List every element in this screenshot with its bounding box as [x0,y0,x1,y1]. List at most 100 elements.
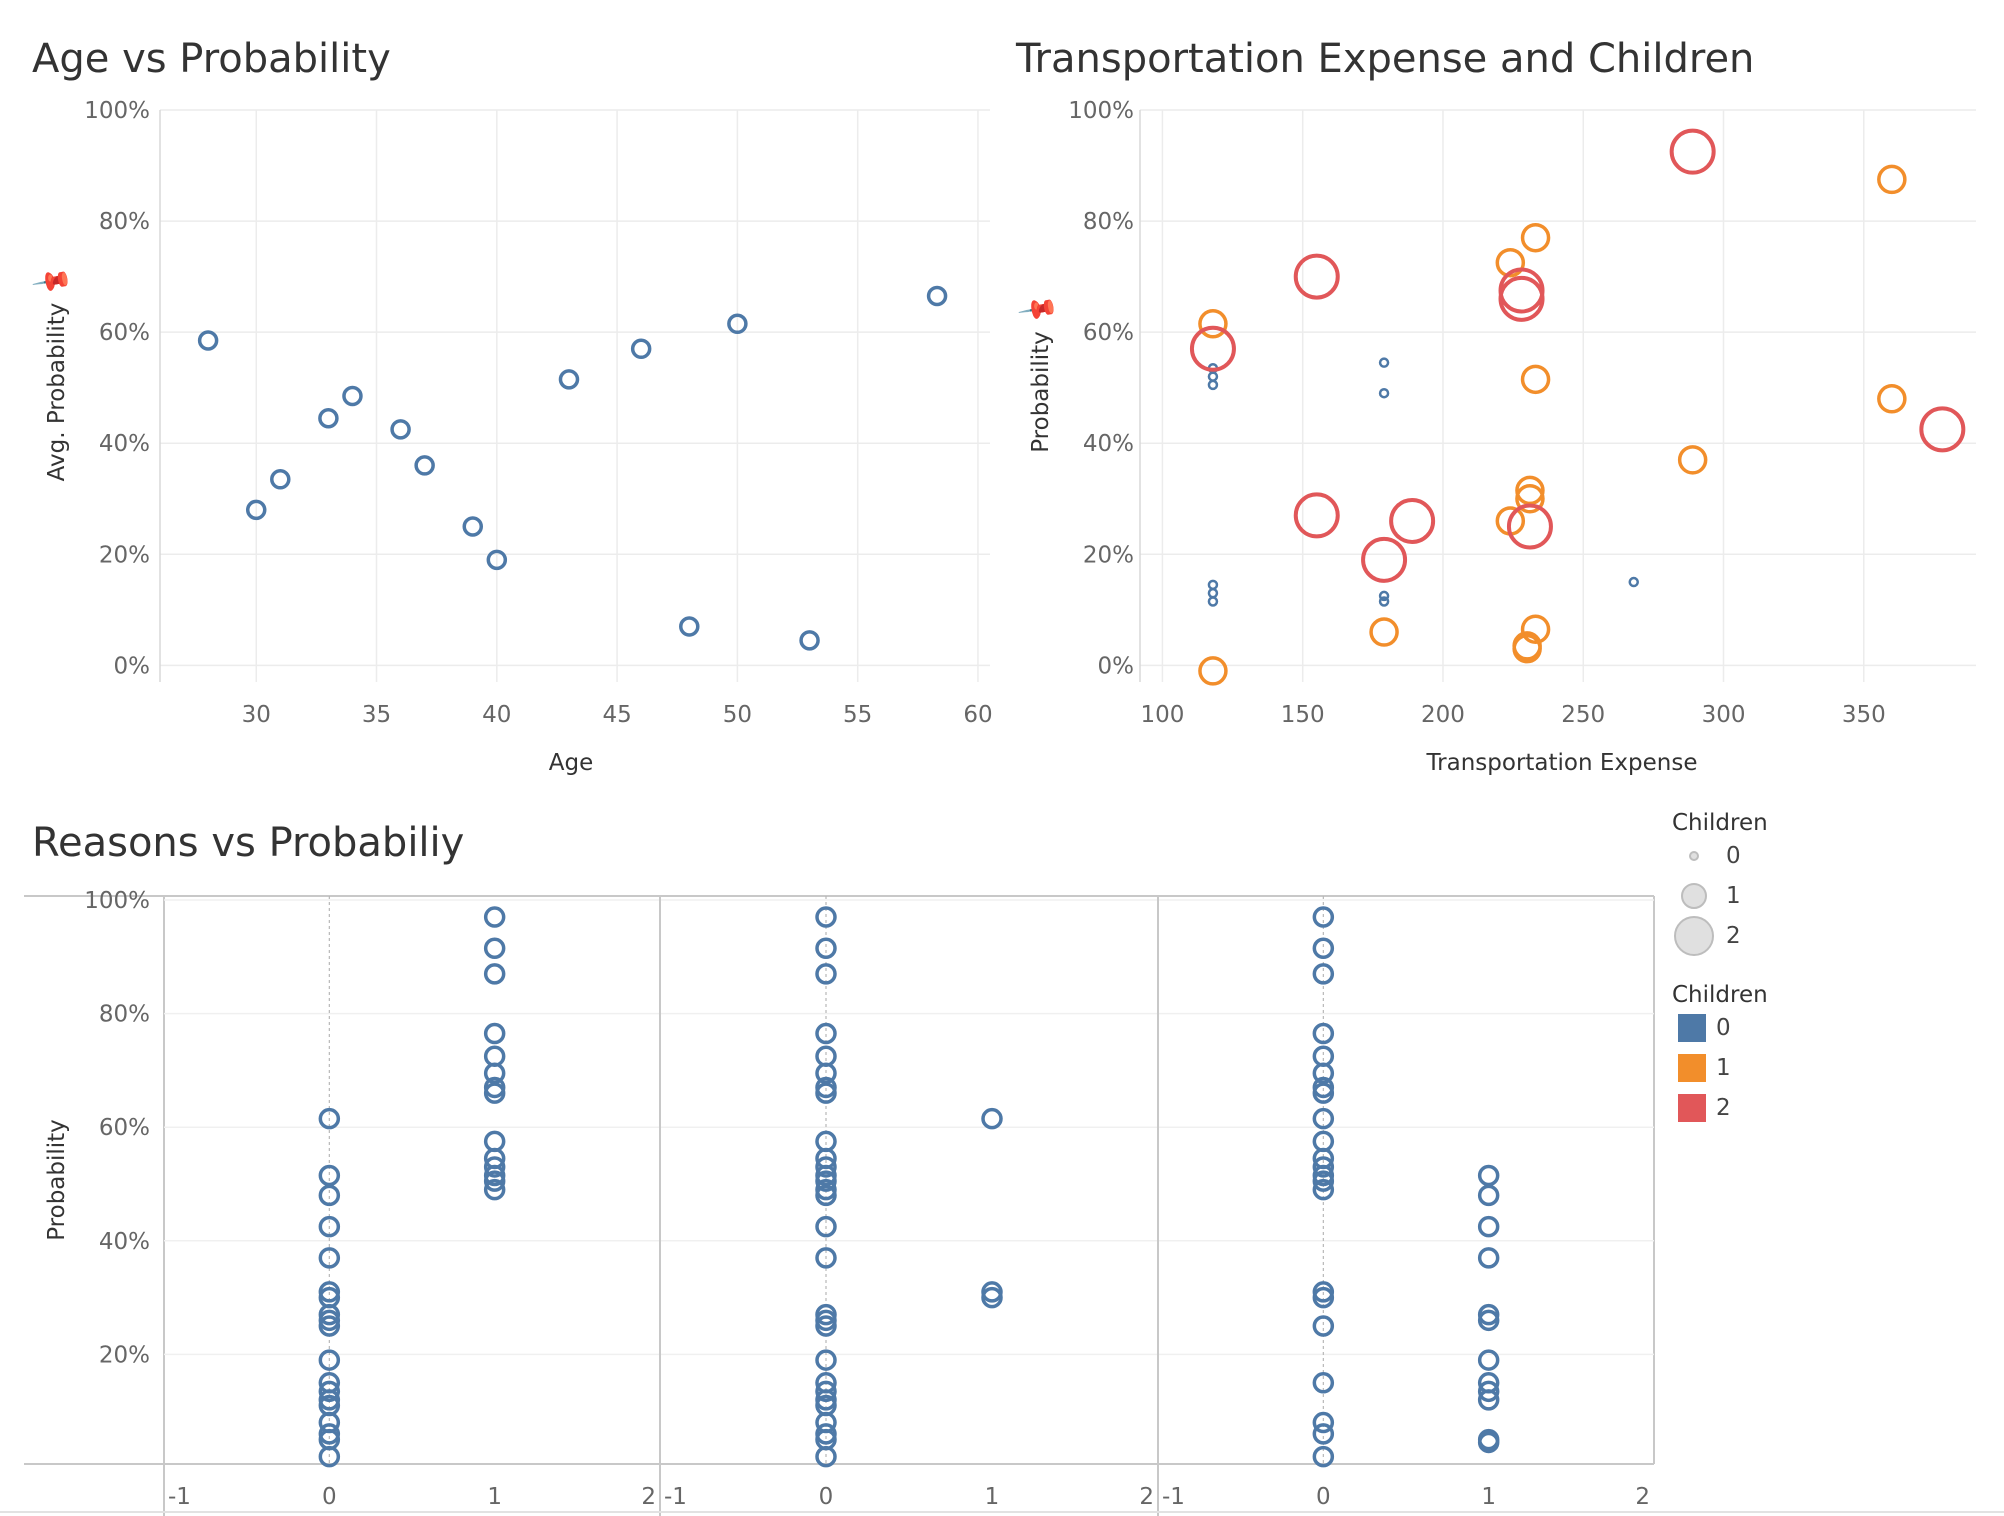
chart3-x-tick: 0 [322,1484,337,1510]
chart1-point [197,330,219,351]
chart2-x-label: Transportation Expense [1426,750,1698,776]
chart3-point [815,1315,837,1337]
chart3-x-tick: -1 [168,1484,191,1510]
color-legend-label: 0 [1716,1015,1731,1041]
chart3-point [1477,1309,1500,1332]
size-legend-item: 2 [1672,916,1768,956]
chart1-x-tick: 60 [963,702,992,728]
chart1-point [414,455,435,476]
chart2-point [1506,503,1553,550]
chart3-point [1477,1389,1500,1411]
chart2-point [1669,128,1716,175]
chart2-point [1378,387,1390,399]
chart3-point [1477,1349,1500,1371]
chart3-point [815,1445,837,1468]
chart2-point [1498,275,1545,322]
chart-title-reasons: Reasons vs Probabiliy [32,820,465,866]
chart1-x-tick: 55 [843,702,872,728]
chart3-y-label: Probability [44,1119,70,1241]
chart2-x-tick: 150 [1281,702,1325,728]
chart3-point [815,1170,837,1192]
chart1-point [630,338,652,360]
chart2-point [1378,357,1390,368]
chart2-point [1293,492,1340,539]
color-legend-label: 1 [1716,1055,1731,1081]
chart3-point [815,937,837,960]
chart2-point [1361,536,1408,583]
size-legend-swatch [1672,916,1716,956]
chart3-x-tick: 2 [1635,1484,1650,1510]
chart3-plot: 20% 40% 60% 80% 100% Probability -1 0 1 2 -1 0 1 2 -1 0… [0,888,2004,1516]
chart2-y-tick: 100% [1068,98,1134,124]
chart3-point [981,1286,1003,1309]
chart3-point [1312,1170,1335,1192]
chart2-point [1520,222,1551,253]
chart2-point [1198,309,1228,339]
chart3-point [318,1445,341,1468]
chart3-point [1312,1423,1335,1445]
chart3-point [1312,1372,1335,1394]
color-legend-item: 2 [1672,1088,1768,1128]
chart2-point [1207,596,1219,607]
chart2-point [1369,617,1399,647]
chart3-point [483,1170,506,1192]
chart3-point [815,906,837,928]
chart2-point [1495,247,1526,278]
chart1-x-tick: 40 [482,702,511,728]
chart2-point [1378,596,1390,607]
chart3-x-tick: 0 [819,1484,834,1510]
chart3-point [318,1184,341,1207]
chart3-point [1312,1107,1335,1130]
chart2-point [1877,164,1907,195]
chart3-point [483,1082,506,1104]
pin-icon: 📌 [30,259,75,304]
color-legend: Children 0 1 2 [1672,982,1768,1128]
chart3-x-tick: 1 [487,1484,502,1510]
chart3-point [1477,1247,1500,1269]
chart2-point [1498,267,1545,314]
chart3-point [318,1164,341,1187]
chart1-point [245,499,267,521]
chart3-point [1312,1445,1335,1468]
chart1-point [270,469,291,490]
chart3-point [1312,1411,1335,1434]
chart2-point [1207,579,1219,591]
size-legend-label: 2 [1726,923,1741,949]
chart1-point [558,369,580,390]
chart3-point [318,1380,341,1403]
chart1-y-tick: 20% [99,542,150,568]
chart3-point [1477,1215,1500,1238]
size-legend-circle [1689,851,1699,861]
chart1-y-tick: 40% [99,431,150,457]
pin-icon: 📌 [1016,287,1061,332]
chart2-point [1515,483,1545,514]
chart3-point [483,906,506,928]
size-legend-swatch [1672,883,1716,909]
chart1-y-label: Avg. Probability [44,303,70,482]
chart3-point [815,963,837,985]
chart1-y-tick: 100% [84,98,150,124]
chart3-point [1477,1380,1500,1403]
chart-title-transportation: Transportation Expense and Children [1016,36,1755,82]
chart3-point [483,1156,506,1178]
chart1-point [318,407,339,429]
chart2-point [1389,497,1436,544]
chart3-point [1477,1184,1500,1207]
chart3-y-tick: 40% [99,1229,150,1255]
chart2-point [1520,614,1551,644]
chart2-point [1207,371,1219,382]
chart3-point [483,1178,506,1201]
chart3-point [815,1184,837,1207]
chart3-point [815,1380,837,1403]
chart3-point [815,1349,837,1371]
chart3-point [1312,1082,1335,1104]
chart2-point [1293,253,1340,300]
chart2-y-tick: 40% [1083,431,1134,457]
chart3-point [318,1247,341,1269]
chart3-y-tick: 60% [99,1115,150,1141]
chart1-y-tick: 80% [99,209,150,235]
chart3-x-tick: -1 [664,1484,687,1510]
color-legend-swatch [1678,1054,1706,1082]
chart1-x-tick: 50 [723,702,752,728]
